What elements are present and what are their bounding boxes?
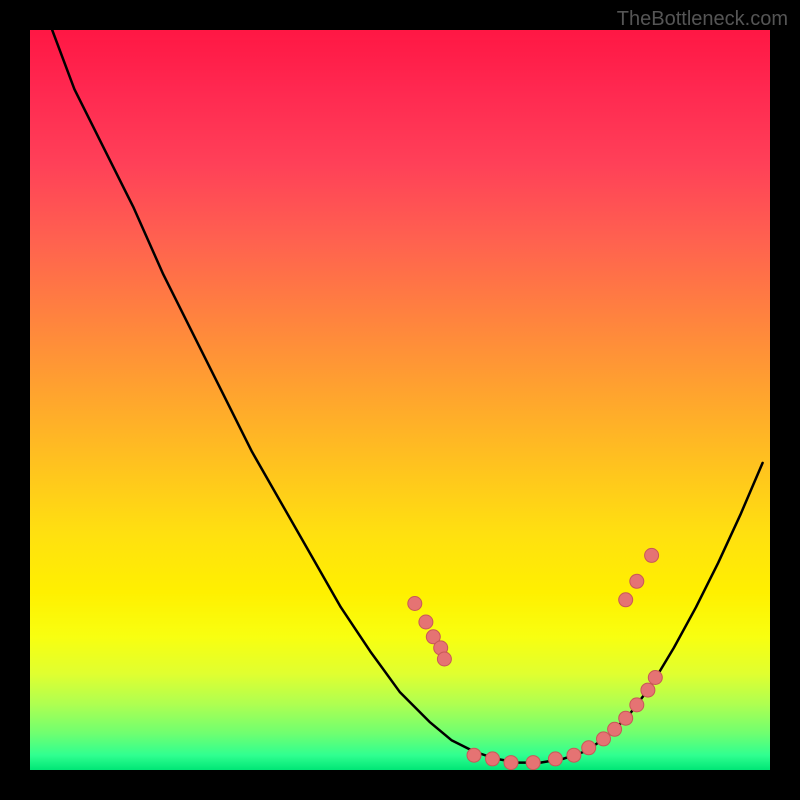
chart-plot-area [30,30,770,770]
chart-gradient-background [30,30,770,770]
watermark-text: TheBottleneck.com [617,8,788,31]
